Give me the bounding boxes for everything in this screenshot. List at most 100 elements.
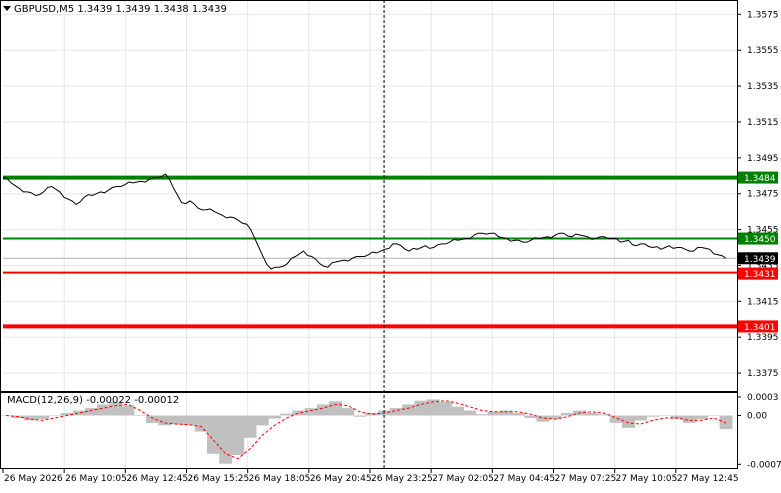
- macd-bar: [390, 408, 403, 416]
- macd-bar: [621, 415, 635, 428]
- y-tick-label: 1.3415: [747, 297, 779, 307]
- y-tick-label: 1.3375: [747, 369, 779, 379]
- macd-y-tick-label: 0.0003: [747, 393, 779, 403]
- macd-y-tick-label: -0.00079: [747, 460, 781, 470]
- macd-title: MACD(12,26,9) -0.00022 -0.00012: [7, 395, 180, 406]
- macd-bar: [451, 406, 464, 416]
- macd-bar: [560, 413, 574, 416]
- x-tick-label: 27 May 12:45: [677, 474, 739, 484]
- macd-bar: [207, 415, 220, 454]
- level-badge: [738, 171, 778, 184]
- macd-bar: [170, 415, 184, 425]
- macd-bar: [695, 415, 709, 420]
- macd-bar: [536, 415, 550, 422]
- y-tick-label: 1.3495: [747, 154, 779, 164]
- macd-bar: [438, 401, 452, 416]
- macd-bar: [48, 415, 62, 416]
- macd-bar: [182, 415, 196, 426]
- symbol-header: GBPUSD,M5 1.3439 1.3439 1.3438 1.3439: [3, 4, 227, 15]
- macd-bar: [353, 415, 367, 417]
- macd-header: MACD(12,26,9) -0.00022 -0.00012: [7, 395, 179, 406]
- x-tick-label: 27 May 10:05: [616, 474, 678, 484]
- y-tick-label: 1.3535: [747, 82, 779, 92]
- x-tick-label: 26 May 12:45: [126, 474, 188, 484]
- macd-bar: [304, 408, 318, 416]
- macd-bar: [109, 401, 123, 416]
- level-badge: [738, 320, 778, 333]
- macd-bar: [414, 400, 428, 416]
- macd-bar: [402, 404, 416, 416]
- y-tick-label: 1.3575: [747, 10, 779, 20]
- macd-bar: [97, 404, 111, 416]
- x-tick-label: 26 May 18:05: [249, 474, 311, 484]
- macd-bar: [365, 413, 379, 416]
- macd-bar: [24, 415, 37, 421]
- macd-bar: [512, 413, 525, 416]
- macd-bar: [683, 415, 696, 423]
- macd-bar: [158, 415, 172, 426]
- macd-bar: [646, 415, 660, 417]
- macd-bar: [670, 415, 684, 420]
- macd-signal-line: [5, 400, 727, 460]
- macd-bar: [194, 415, 208, 432]
- macd-bar: [316, 404, 330, 416]
- y-tick-label: 1.3435: [747, 261, 779, 271]
- macd-bar: [658, 415, 672, 416]
- macd-bar: [609, 415, 623, 423]
- macd-bar: [146, 415, 159, 423]
- macd-bar: [634, 415, 647, 421]
- macd-bar: [707, 415, 721, 416]
- x-tick-label: 26 May 23:25: [371, 474, 433, 484]
- level-badge-label: 1.3450: [744, 235, 776, 245]
- x-tick-label: 27 May 02:05: [432, 474, 494, 484]
- macd-bar: [341, 408, 355, 416]
- x-tick-label: 26 May 15:25: [188, 474, 250, 484]
- level-badge-label: 1.3484: [744, 174, 776, 184]
- macd-bar: [329, 401, 342, 416]
- level-badge-label: 1.3401: [744, 323, 776, 333]
- x-tick-label: 26 May 20:45: [310, 474, 372, 484]
- y-tick-label: 1.3475: [747, 190, 779, 200]
- macd-bar: [243, 415, 257, 438]
- macd-bar: [219, 415, 233, 464]
- level-badge: [738, 232, 778, 245]
- level-badge-label: 1.3431: [744, 270, 776, 280]
- y-tick-label: 1.3395: [747, 333, 779, 343]
- x-tick-label: 27 May 04:45: [493, 474, 555, 484]
- macd-bar: [719, 415, 733, 430]
- macd-bar: [292, 410, 306, 416]
- y-tick-label: 1.3455: [747, 226, 779, 236]
- macd-bar: [231, 415, 245, 455]
- macd-bar: [72, 410, 86, 416]
- macd-bar: [121, 405, 135, 416]
- macd-bar: [255, 415, 269, 426]
- macd-bar: [548, 415, 562, 420]
- level-badge: [738, 252, 778, 265]
- collapse-triangle-icon[interactable]: [3, 6, 11, 11]
- x-tick-label: 27 May 07:25: [555, 474, 617, 484]
- macd-bar: [36, 415, 50, 420]
- macd-panel-frame: [0, 392, 738, 469]
- macd-bar: [133, 415, 147, 416]
- symbol-title: GBPUSD,M5 1.3439 1.3439 1.3438 1.3439: [14, 4, 227, 15]
- macd-bar: [475, 414, 489, 416]
- y-tick-label: 1.3555: [747, 46, 779, 56]
- price-series-line: [2, 173, 727, 270]
- macd-bar: [499, 410, 513, 416]
- x-tick-label: 26 May 10:05: [65, 474, 127, 484]
- macd-bar: [524, 415, 538, 418]
- main-panel-frame: [0, 0, 738, 392]
- y-tick-label: 1.3515: [747, 118, 779, 128]
- level-badge-label: 1.3439: [744, 255, 776, 265]
- level-badge: [738, 267, 778, 280]
- macd-bar: [487, 411, 501, 416]
- macd-bar: [585, 413, 599, 416]
- macd-bar: [60, 413, 74, 416]
- x-tick-label: 26 May 2026: [4, 474, 63, 484]
- macd-bar: [426, 399, 440, 416]
- macd-bar: [280, 413, 294, 416]
- macd-bar: [597, 414, 611, 416]
- macd-bar: [463, 410, 477, 416]
